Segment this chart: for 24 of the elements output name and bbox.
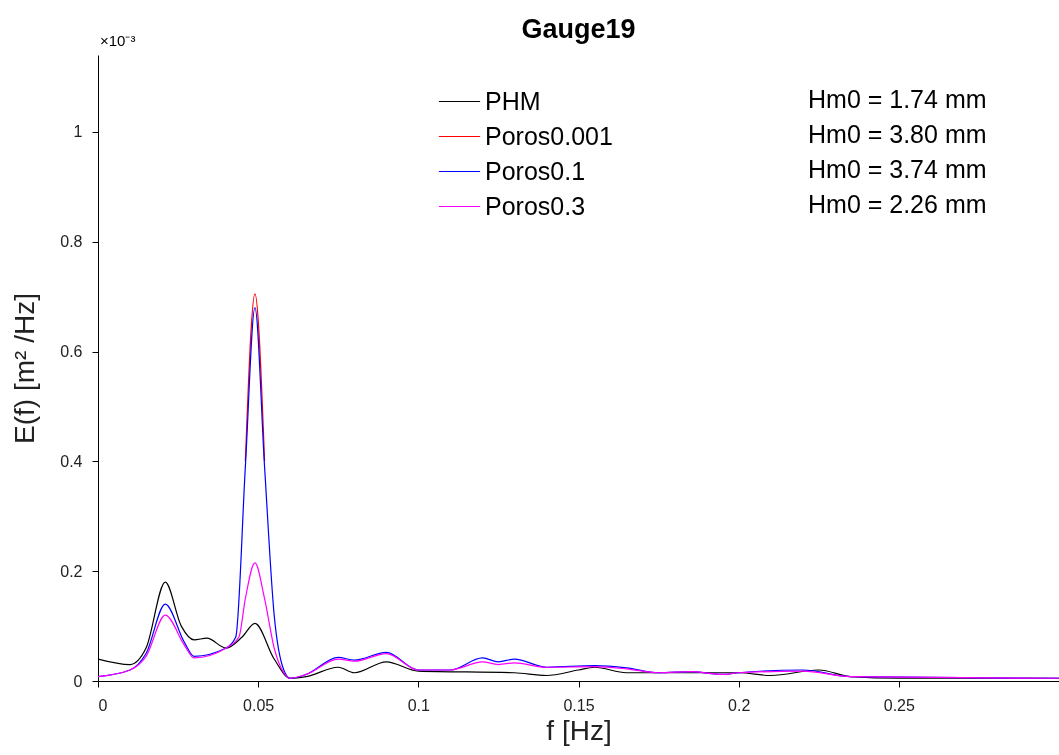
x-tick-label: 0.1 — [407, 696, 431, 714]
y-tick-label: 0.8 — [60, 233, 83, 251]
annotation: Hm0 = 1.74 mm — [808, 85, 987, 113]
chart-title: Gauge19 — [521, 14, 636, 44]
x-axis-title: f [Hz] — [546, 714, 612, 746]
legend-label: PHM — [485, 86, 541, 115]
text: ×10⁻³ — [100, 32, 136, 49]
x-tick-label: 0.15 — [563, 696, 595, 714]
annotation: Hm0 = 3.80 mm — [808, 120, 987, 148]
x-tick-label: 0.2 — [728, 696, 751, 714]
y-tick-label: 0 — [73, 672, 83, 690]
legend-label: Poros0.1 — [485, 156, 586, 185]
annotation: Hm0 = 3.74 mm — [808, 155, 987, 183]
legend-label: Poros0.001 — [485, 121, 613, 150]
x-tick-label: 0.05 — [243, 696, 275, 714]
legend-label: Poros0.3 — [485, 191, 586, 220]
x-tick-label: 0.25 — [883, 696, 916, 714]
annotation: Hm0 = 2.26 mm — [808, 190, 987, 218]
x-tick-label: 0 — [98, 696, 108, 714]
y-tick-label: 0.6 — [60, 343, 83, 361]
y-axis-title: E(f) [m² /Hz] — [9, 293, 41, 444]
y-tick-label: 1 — [73, 123, 83, 141]
y-tick-label: 0.4 — [60, 452, 83, 470]
y-tick-label: 0.2 — [60, 562, 83, 580]
